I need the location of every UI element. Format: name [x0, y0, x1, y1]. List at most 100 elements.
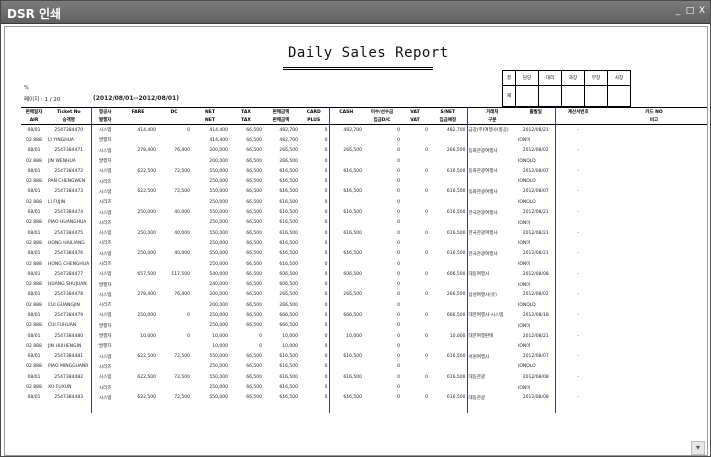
table-cell: 2012/08/21 [522, 230, 549, 236]
table-row[interactable]: 08/01 2547384477 시스템 657,500 117,500 540,000 6… [21, 269, 707, 280]
column-header: VAT [401, 116, 429, 125]
table-cell: 0 [324, 137, 328, 143]
table-cell [601, 249, 707, 259]
column-header: 입금D/C [363, 116, 401, 125]
table-row-sub[interactable]: 02 888 JIN HUIHENGIN 발행자 10,000 0 10,000 0 0 ION… [21, 341, 707, 352]
restore-button[interactable]: □ [685, 6, 695, 16]
table-cell: - [554, 166, 601, 177]
table-cell: 0 [397, 343, 400, 349]
table-cell: 622,500 [137, 374, 156, 380]
table-cell: 66,500 [246, 261, 262, 267]
table-row[interactable]: 08/01 2547384473 시스템 622,500 72,500 550,000 66… [21, 186, 707, 198]
table-cell: 266,500 [279, 302, 298, 308]
table-cell: 시스템 [90, 372, 119, 383]
table-cell [601, 228, 707, 238]
table-cell: 0 [397, 210, 400, 216]
table-cell: 550,000 [209, 168, 228, 174]
table-row[interactable]: 08/01 2547384475 시스템 250,000 40,000 550,000 66… [21, 227, 707, 239]
table-cell [119, 382, 157, 392]
table-row[interactable]: 08/01 2547384479 시스템 250,000 0 250,000 66,500 6… [21, 310, 707, 321]
table-cell [601, 310, 707, 320]
table-cell: 시스템 [90, 124, 119, 136]
table-cell [157, 362, 191, 372]
table-cell [119, 341, 157, 351]
table-cell: 02 888 [26, 343, 42, 349]
table-cell: 2012/08/21 [522, 210, 549, 216]
table-row-sub[interactable]: 02 888 CUI FUHUAN 발행자 250,000 66,500 666,500 0… [21, 320, 707, 331]
table-row[interactable]: 08/01 2547384474 시스템 250,000 40,000 550,000 66… [21, 207, 707, 218]
table-cell: 발행자 [90, 135, 119, 146]
table-row[interactable]: 08/01 2547384483 시스템 622,500 72,500 550,000 66… [21, 392, 707, 404]
table-cell [401, 341, 429, 351]
table-row[interactable]: 08/01 2547384471 시스템 278,400 76,400 200,000 66… [21, 145, 707, 156]
table-row-sub[interactable]: 02 888 HONG CHENGHUA 시리즈 250,000 66,500 616,5… [21, 258, 707, 270]
table-row-sub[interactable] [21, 403, 707, 414]
table-cell: 66,500 [246, 137, 262, 143]
table-row[interactable]: 08/01 2547384478 시스템 278,400 76,400 200,000 66… [21, 289, 707, 301]
table-row[interactable]: 08/01 2547384480 발행자 10,000 0 10,000 0 10,000 0 1… [21, 330, 707, 342]
table-row[interactable]: 08/01 2547384476 시스템 250,000 40,000 550,000 66… [21, 248, 707, 259]
table-cell: 616,500 [446, 189, 466, 195]
scroll-down-icon[interactable]: ▾ [691, 441, 705, 455]
table-cell [554, 361, 601, 373]
table-row-sub[interactable]: 02 888 JIN WENHUA 발행자 200,000 66,500 266,500 0… [21, 155, 707, 167]
table-cell: 550,000 [209, 395, 228, 401]
table-cell: 2547384474 [54, 210, 84, 216]
table-cell [466, 197, 517, 208]
table-cell [466, 341, 517, 352]
table-cell: 0 [259, 343, 262, 349]
table-cell: 0 [397, 189, 400, 195]
table-cell: 66,500 [246, 271, 262, 277]
table-row-sub[interactable]: 02 888 PIAO MINGGUANR 시리즈 250,000 66,500 616,… [21, 361, 707, 373]
table-row-sub[interactable]: 02 888 LI FUJIN 시리즈 250,000 66,500 616,500 0 0 I… [21, 197, 707, 208]
table-cell [554, 238, 601, 249]
table-row-sub[interactable]: 02 888 HUANG SHUJUAN 발행자 240,000 66,500 606,5… [21, 279, 707, 290]
table-row[interactable]: 08/01 2547384482 시스템 622,500 72,500 550,000 66… [21, 372, 707, 383]
table-cell: - [554, 372, 601, 383]
table-cell: 606,500 [446, 271, 466, 277]
table-cell: 616,500 [446, 251, 466, 257]
table-cell [157, 135, 191, 145]
table-cell: 2547384475 [54, 230, 84, 236]
table-cell: 2547384472 [54, 168, 84, 174]
table-cell [191, 403, 229, 413]
table-cell: 08/01 [27, 210, 41, 216]
table-cell: 550,000 [209, 354, 228, 360]
table-cell: 482,700 [446, 127, 466, 133]
table-cell [601, 135, 707, 145]
table-cell [328, 258, 363, 270]
table-cell [157, 156, 191, 166]
table-cell: 616,500 [328, 186, 363, 198]
table-cell: 666,500 [279, 312, 298, 318]
table-cell: 2012/08/08 [522, 395, 549, 401]
table-cell [401, 382, 429, 392]
table-row-sub[interactable]: 02 888 HONG HAILIANG 시리즈 250,000 66,500 616,5… [21, 238, 707, 249]
table-row-sub[interactable]: 02 888 LI YINGHUA 발행자 414,400 66,500 482,700 0… [21, 135, 707, 146]
table-row-sub[interactable]: 02 888 PAN CHENGWEN 시리즈 250,000 66,500 616,50… [21, 176, 707, 187]
table-cell: 시리즈 [90, 300, 119, 311]
table-row[interactable]: 08/01 2547384470 시스템 414,400 0 414,400 66,500 4… [21, 124, 707, 136]
table-cell: 266,500 [328, 289, 363, 301]
table-row[interactable]: 08/01 2547384481 시스템 622,500 72,500 550,000 66… [21, 351, 707, 362]
table-cell [21, 403, 47, 413]
table-cell: 08/01 [27, 127, 41, 133]
table-row-sub[interactable]: 02 888 PIAO HUANGHUA 시리즈 250,000 66,500 616,5… [21, 217, 707, 228]
table-cell: 72,500 [174, 168, 190, 174]
approval-sign [607, 85, 631, 107]
table-cell [47, 403, 91, 413]
table-cell: 40,000 [174, 251, 190, 257]
table-cell [554, 300, 601, 311]
table-cell: ION이 [518, 220, 531, 226]
table-cell [157, 238, 191, 248]
table-row-sub[interactable]: 02 888 CUI GUANGJIN 시리즈 200,000 66,500 266,50… [21, 300, 707, 311]
table-cell: - [554, 392, 601, 404]
column-header: S/NET [429, 107, 467, 116]
table-cell [363, 403, 401, 413]
minimize-button[interactable]: _ [675, 6, 681, 16]
table-row-sub[interactable]: 02 888 XU FUXUN 시리즈 250,000 66,500 616,500 0 0 I… [21, 382, 707, 393]
table-row[interactable]: 08/01 2547384472 시스템 622,500 72,500 550,000 66… [21, 166, 707, 177]
close-button[interactable]: X [698, 6, 706, 16]
table-cell: PIAO MINGGUANR [48, 364, 89, 370]
table-cell [401, 259, 429, 269]
table-cell: CUI FUHUAN [48, 323, 77, 329]
